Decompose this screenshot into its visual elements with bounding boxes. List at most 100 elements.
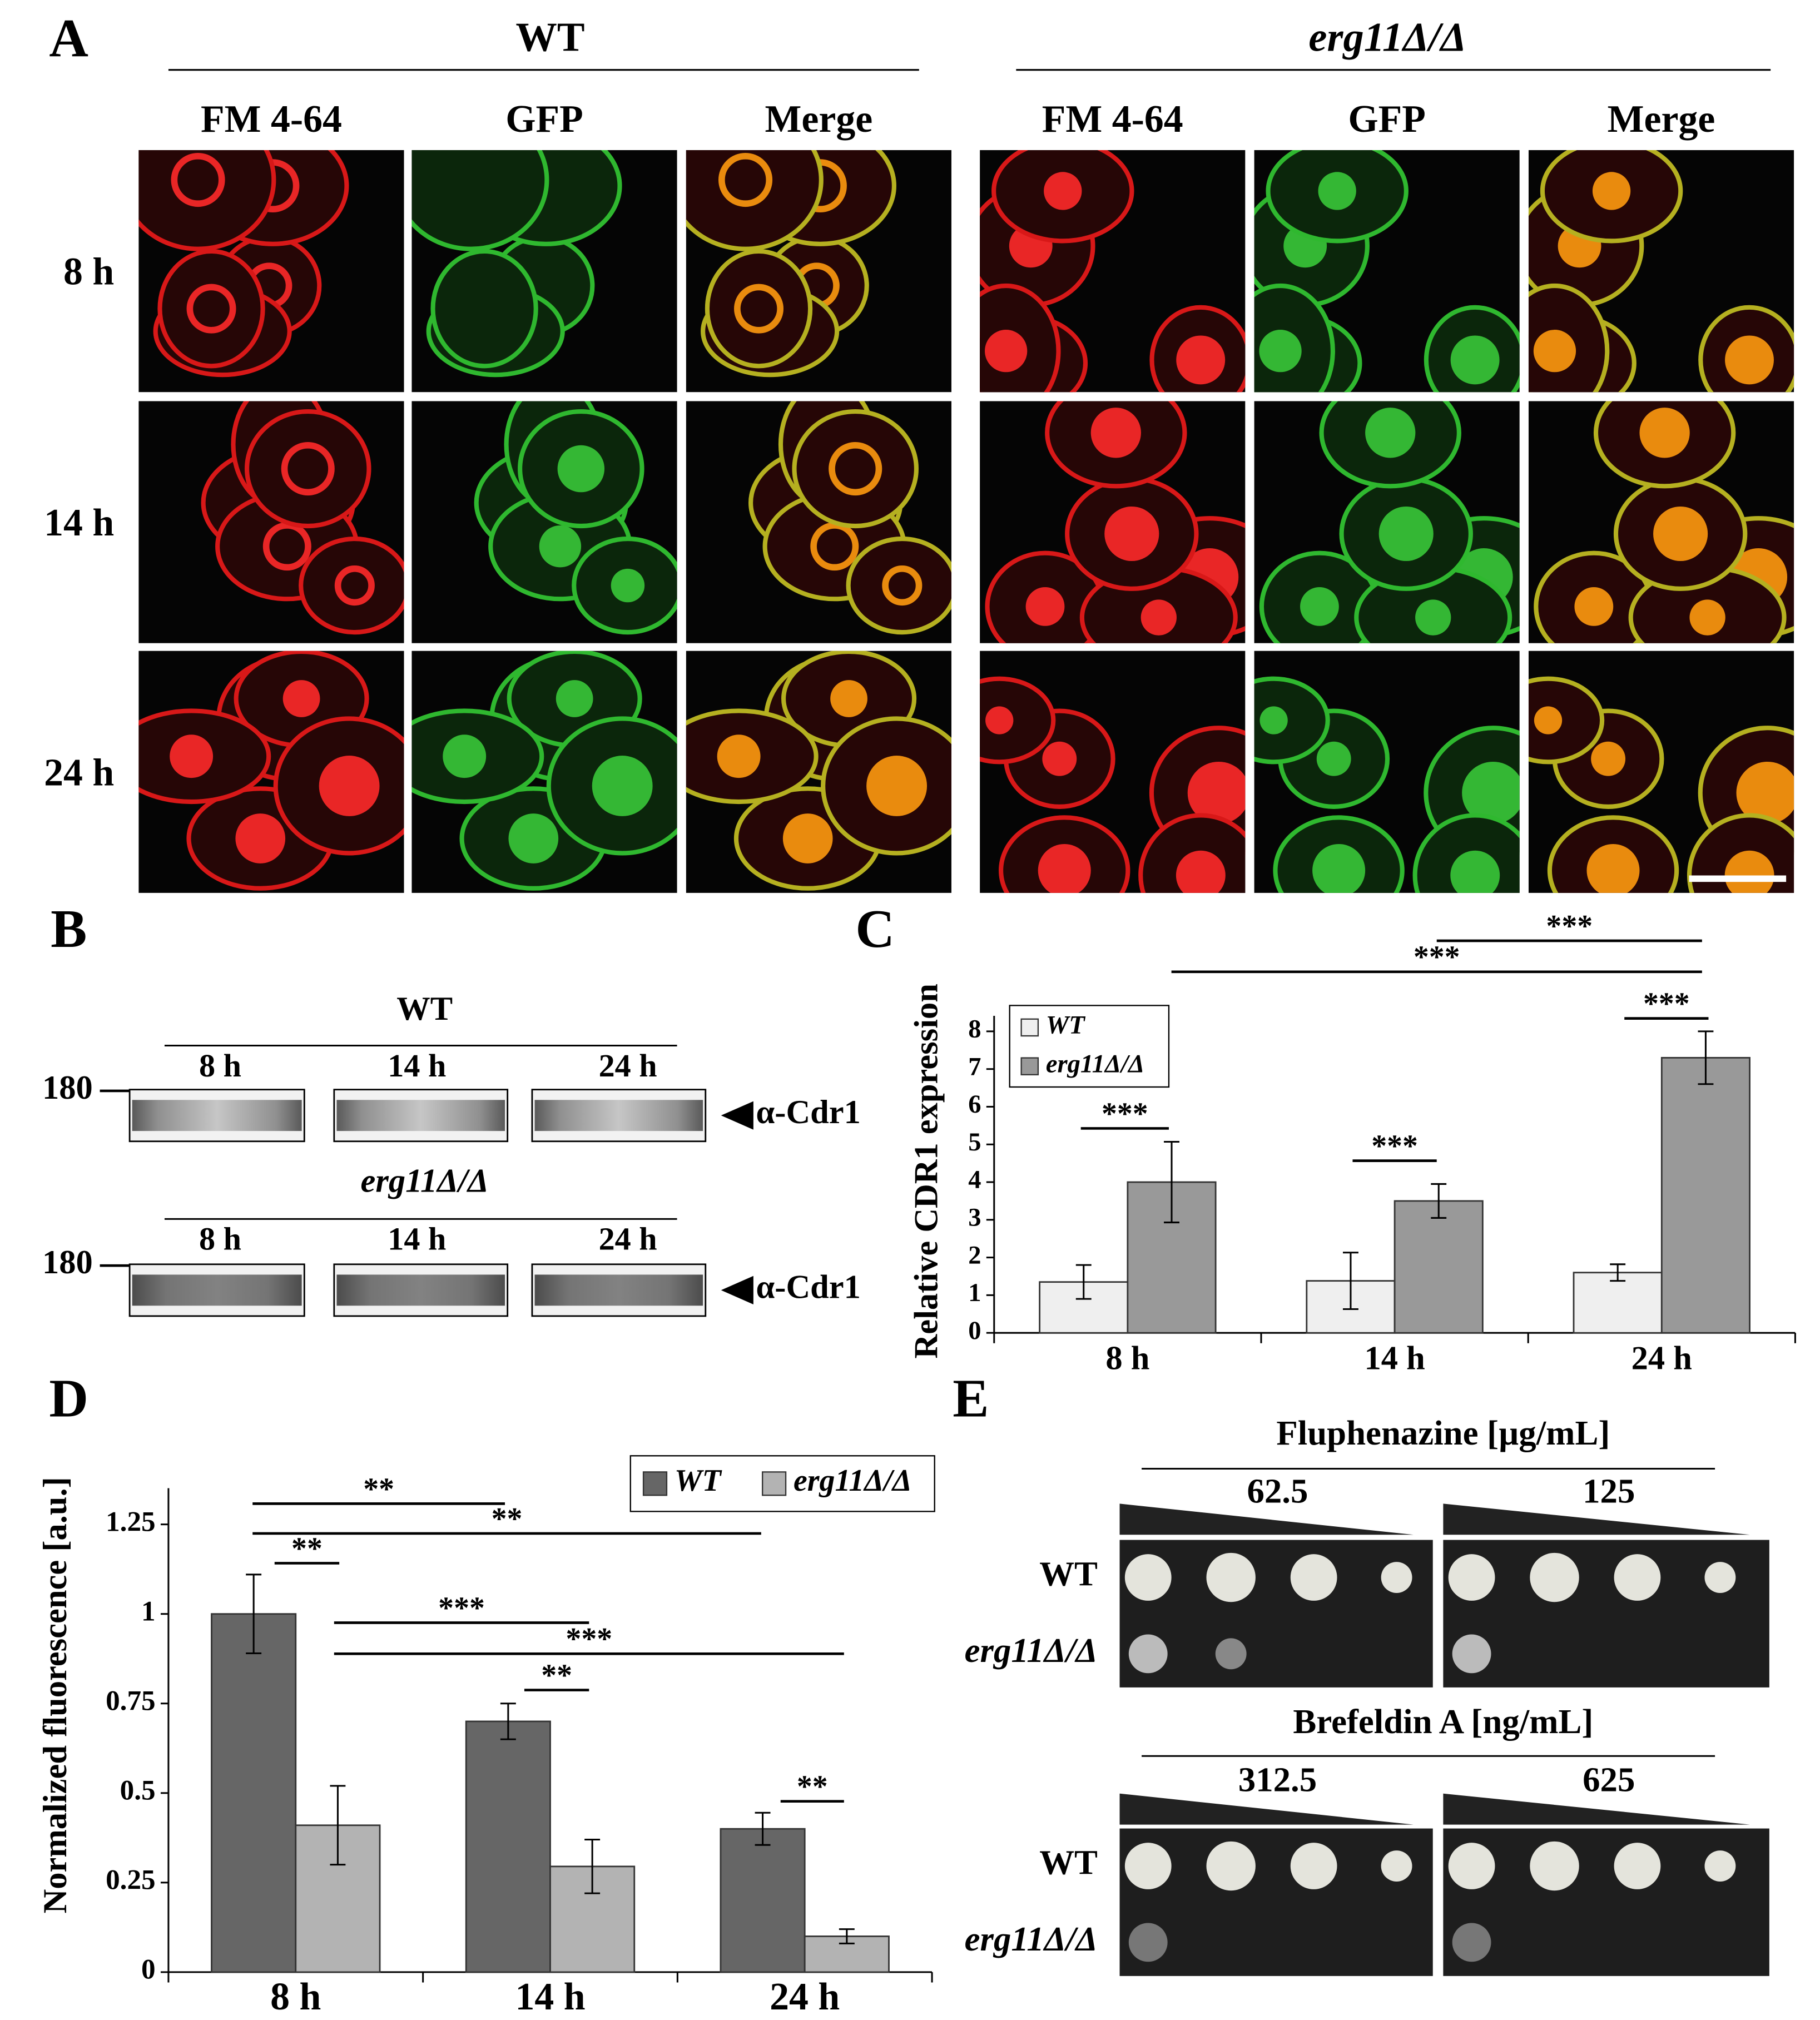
vacuole xyxy=(1090,408,1141,458)
significance-label: ** xyxy=(797,1770,828,1804)
error-bar xyxy=(755,1811,771,1846)
colony-spot xyxy=(1448,1554,1495,1601)
vacuole xyxy=(1042,741,1077,776)
row-label: 8 h xyxy=(63,251,114,294)
y-tick-label: 1.25 xyxy=(106,1506,156,1537)
error-bar xyxy=(839,1928,855,1944)
strain-label: erg11Δ/Δ xyxy=(965,1631,1098,1670)
legend-label: WT xyxy=(675,1463,722,1498)
bar xyxy=(465,1720,551,1973)
colony-spot xyxy=(1124,1554,1172,1601)
micrograph-cells xyxy=(1528,676,1794,893)
cell xyxy=(980,676,1056,765)
vacuole xyxy=(1462,761,1520,824)
error-bar xyxy=(246,1574,262,1655)
y-tick-label: 3 xyxy=(968,1204,981,1232)
plate xyxy=(1119,1540,1433,1688)
vacuole xyxy=(1653,506,1708,562)
panel-label: B xyxy=(51,899,87,959)
blot-band xyxy=(534,1100,703,1131)
size-marker: 180 xyxy=(42,1069,93,1106)
micrograph-cells xyxy=(411,651,677,891)
vacuole xyxy=(1104,506,1159,562)
x-tick-label: 8 h xyxy=(270,1976,321,2018)
micrograph-cells xyxy=(1534,401,1794,643)
bar xyxy=(211,1613,297,1973)
colony-spot xyxy=(1128,1923,1168,1962)
strain-title: erg11Δ/Δ xyxy=(1308,15,1466,61)
blot-band xyxy=(336,1274,505,1306)
vacuole xyxy=(262,522,311,571)
channel-title: GFP xyxy=(1348,98,1426,141)
vacuole xyxy=(985,706,1014,734)
vacuole xyxy=(282,680,320,717)
vacuole xyxy=(1365,408,1416,458)
strain-label: WT xyxy=(1039,1843,1098,1882)
significance-label: *** xyxy=(438,1591,485,1625)
vacuole xyxy=(1639,408,1690,458)
legend-swatch xyxy=(762,1471,787,1496)
y-tick-label: 0.25 xyxy=(106,1864,156,1896)
concentration: 62.5 xyxy=(1247,1472,1308,1511)
vacuole xyxy=(557,445,605,493)
vacuole xyxy=(1736,761,1794,824)
micrograph-cells xyxy=(411,150,622,378)
vacuole xyxy=(1689,599,1725,636)
colony-spot xyxy=(1206,1841,1256,1891)
blot-time: 24 h xyxy=(599,1048,657,1084)
y-tick-label: 6 xyxy=(968,1090,981,1119)
colony-spot xyxy=(1128,1634,1168,1674)
x-tick-label: 24 h xyxy=(1631,1339,1692,1377)
vacuole xyxy=(830,680,867,717)
vacuole xyxy=(1312,843,1366,893)
cell xyxy=(299,536,404,635)
arrowhead xyxy=(721,1275,753,1304)
cell xyxy=(792,409,919,529)
concentration: 312.5 xyxy=(1238,1760,1317,1799)
bar xyxy=(1573,1272,1663,1334)
arrowhead xyxy=(721,1101,753,1130)
blot-time: 8 h xyxy=(199,1221,241,1257)
size-marker: 180 xyxy=(42,1244,93,1281)
row-label: 14 h xyxy=(44,502,114,544)
strain-label: WT xyxy=(1039,1554,1098,1593)
vacuole xyxy=(1534,706,1563,734)
blot-time: 8 h xyxy=(199,1048,241,1084)
vacuole xyxy=(1415,599,1451,636)
cell xyxy=(846,536,951,635)
row-label: 24 h xyxy=(44,751,114,794)
micrograph-cells xyxy=(138,150,349,378)
antibody-label: α-Cdr1 xyxy=(756,1268,861,1306)
vacuole xyxy=(1725,335,1774,385)
cell xyxy=(157,249,265,369)
micrograph-cells xyxy=(138,651,404,891)
y-tick-label: 1 xyxy=(141,1595,156,1627)
vacuole xyxy=(1176,850,1226,893)
colony-spot xyxy=(1704,1562,1736,1593)
y-tick-label: 7 xyxy=(968,1053,981,1081)
micrograph-cells xyxy=(748,401,951,635)
strain-title: WT xyxy=(515,15,584,61)
blot-time: 24 h xyxy=(599,1221,657,1257)
error-bar xyxy=(1431,1183,1447,1219)
channel-title: FM 4-64 xyxy=(1042,98,1183,141)
blot-band xyxy=(132,1100,302,1131)
vacuole xyxy=(1592,172,1631,210)
vacuole xyxy=(829,441,882,496)
colony-spot xyxy=(1124,1843,1172,1889)
vacuole xyxy=(539,525,582,568)
vacuole xyxy=(319,756,380,816)
vacuole xyxy=(782,813,833,863)
panel-label: C xyxy=(855,899,895,959)
legend-label: erg11Δ/Δ xyxy=(1046,1050,1144,1078)
vacuole xyxy=(1378,506,1434,562)
error-bar xyxy=(1164,1140,1179,1224)
micrograph-cells xyxy=(686,651,951,891)
vacuole xyxy=(810,522,859,571)
vacuole xyxy=(1724,850,1774,893)
cell xyxy=(1528,676,1605,765)
bar xyxy=(1660,1056,1750,1334)
significance-label: ** xyxy=(541,1658,572,1693)
vacuole xyxy=(592,756,653,816)
error-bar xyxy=(1698,1030,1714,1085)
